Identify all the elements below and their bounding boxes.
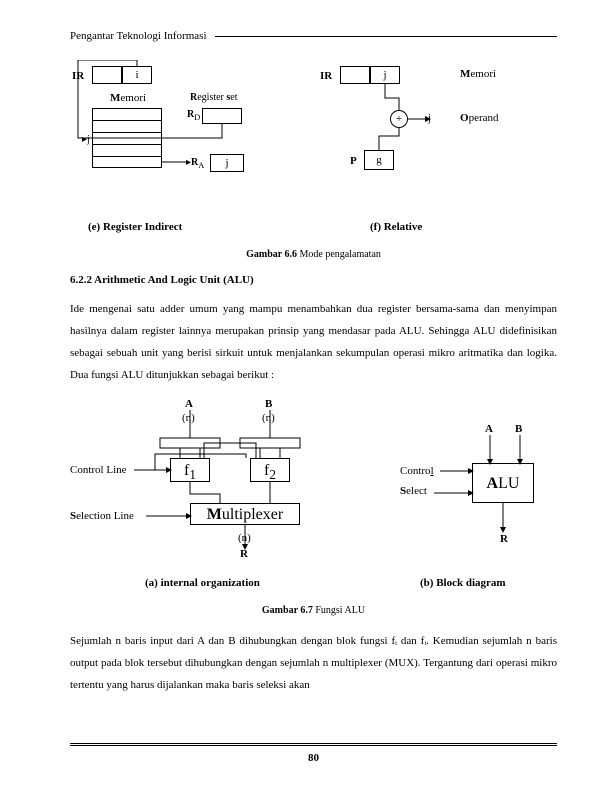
diagram-e: IR i MMemoriemori ▸j Register set RD ▸RA… [70, 60, 300, 200]
diagram-f: IR j Memori + j Operand P g [320, 60, 560, 200]
diag-f-lines [320, 60, 560, 200]
alu-captions: (a) internal organization (b) Block diag… [70, 577, 557, 595]
caption-f: (f) Relative [370, 221, 422, 233]
footer-rule [70, 743, 557, 746]
alu-block: A B Control ALU Select R [400, 423, 555, 573]
section-6-2-2: 6.2.2 Arithmetic And Logic Unit (ALU) [70, 274, 557, 286]
header-rule [215, 36, 557, 37]
captions-ef: (e) Register Indirect (f) Relative [70, 221, 557, 239]
alu-internal: A B (n) (n) f1 f2 Control Line Selection… [70, 398, 370, 573]
alu-a-lines [70, 398, 370, 573]
figure-6-6-caption: Gambar 6.6 Gambar 6.6 Mode pengalamatanM… [70, 249, 557, 260]
paragraph-1: Ide mengenai satu adder umum yang mampu … [70, 298, 557, 386]
alu-diagrams: A B (n) (n) f1 f2 Control Line Selection… [70, 398, 557, 573]
diag-e-lines [70, 60, 300, 200]
paragraph-2: Sejumlah n baris input dari A dan B dihu… [70, 630, 557, 696]
addressing-mode-diagrams: IR i MMemoriemori ▸j Register set RD ▸RA… [70, 60, 557, 215]
caption-a: (a) internal organization [145, 577, 260, 589]
figure-6-7-caption: Gambar 6.7 Fungsi ALUGambar 6.7 Fungsi A… [70, 605, 557, 616]
alu-b-lines [400, 423, 560, 573]
caption-b: (b) Block diagram [420, 577, 506, 589]
header-text: Pengantar Teknologi Informasi [70, 30, 207, 42]
page-number: 80 [70, 752, 557, 764]
caption-e: (e) Register Indirect [88, 221, 182, 233]
